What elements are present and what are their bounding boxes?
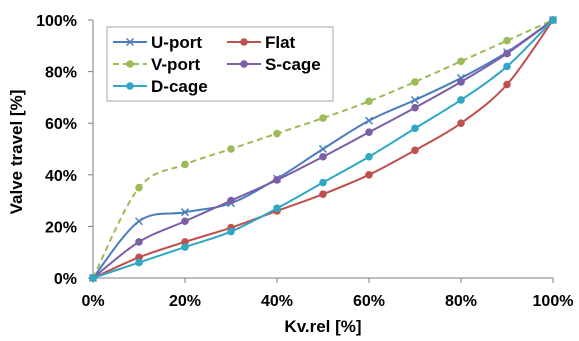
y-tick-label: 60% bbox=[45, 116, 77, 133]
data-point-d-cage bbox=[411, 124, 419, 133]
data-point-u-port bbox=[180, 208, 190, 217]
data-point-u-port bbox=[364, 116, 374, 125]
data-point-s-cage bbox=[365, 128, 373, 137]
x-tick-label: 0% bbox=[81, 293, 104, 310]
data-point-d-cage bbox=[273, 204, 281, 213]
y-tick-label: 0% bbox=[54, 271, 77, 288]
legend-marker-u-port bbox=[125, 37, 135, 47]
legend-marker-d-cage bbox=[126, 82, 134, 90]
data-point-v-port bbox=[181, 160, 189, 169]
x-tick-label: 40% bbox=[261, 293, 293, 310]
data-point-s-cage bbox=[457, 78, 465, 86]
data-point-d-cage bbox=[365, 152, 373, 161]
x-tick-label: 60% bbox=[353, 293, 385, 310]
legend-label-u-port: U-port bbox=[151, 33, 202, 52]
data-point-u-port bbox=[134, 217, 144, 226]
data-point-d-cage bbox=[89, 274, 97, 282]
x-axis-label: Kv.rel [%] bbox=[284, 317, 361, 336]
y-tick-label: 100% bbox=[36, 13, 77, 30]
legend-label-s-cage: S-cage bbox=[265, 55, 321, 74]
x-tick-label: 20% bbox=[169, 293, 201, 310]
data-point-flat bbox=[457, 119, 465, 127]
x-tick-label: 100% bbox=[533, 293, 574, 310]
data-point-s-cage bbox=[503, 49, 511, 58]
data-point-d-cage bbox=[181, 243, 189, 251]
data-point-s-cage bbox=[319, 152, 327, 161]
y-tick-label: 80% bbox=[45, 65, 77, 82]
data-point-d-cage bbox=[227, 227, 235, 236]
legend-label-flat: Flat bbox=[265, 33, 296, 52]
y-axis-label: Valve travel [%] bbox=[7, 90, 26, 215]
legend-marker-v-port bbox=[126, 60, 134, 68]
data-point-flat bbox=[319, 190, 327, 198]
data-point-s-cage bbox=[227, 196, 235, 205]
data-point-d-cage bbox=[503, 62, 511, 71]
data-point-s-cage bbox=[273, 176, 281, 184]
legend-label-v-port: V-port bbox=[151, 55, 200, 74]
data-point-v-port bbox=[503, 36, 511, 45]
data-point-u-port bbox=[318, 144, 328, 154]
y-tick-label: 40% bbox=[45, 168, 77, 185]
legend-marker-flat bbox=[240, 38, 248, 46]
data-point-flat bbox=[411, 146, 419, 155]
series-line-v-port bbox=[92, 19, 554, 279]
data-point-v-port bbox=[411, 78, 419, 86]
data-point-v-port bbox=[319, 114, 327, 122]
data-point-flat bbox=[503, 80, 511, 89]
data-point-v-port bbox=[457, 57, 465, 66]
data-point-v-port bbox=[365, 97, 373, 106]
y-tick-label: 20% bbox=[45, 219, 77, 236]
data-point-s-cage bbox=[181, 217, 189, 226]
data-point-v-port bbox=[273, 129, 281, 138]
x-tick-label: 80% bbox=[445, 293, 477, 310]
legend-marker-s-cage bbox=[240, 60, 248, 68]
data-point-d-cage bbox=[457, 96, 465, 104]
data-point-d-cage bbox=[549, 16, 557, 24]
data-point-d-cage bbox=[135, 258, 143, 267]
data-point-s-cage bbox=[135, 238, 143, 246]
data-point-u-port bbox=[410, 95, 420, 105]
legend-label-d-cage: D-cage bbox=[151, 77, 208, 96]
data-point-v-port bbox=[135, 183, 143, 192]
data-point-v-port bbox=[227, 145, 235, 153]
data-point-d-cage bbox=[319, 178, 327, 187]
data-point-flat bbox=[365, 171, 373, 179]
data-point-s-cage bbox=[411, 103, 419, 112]
